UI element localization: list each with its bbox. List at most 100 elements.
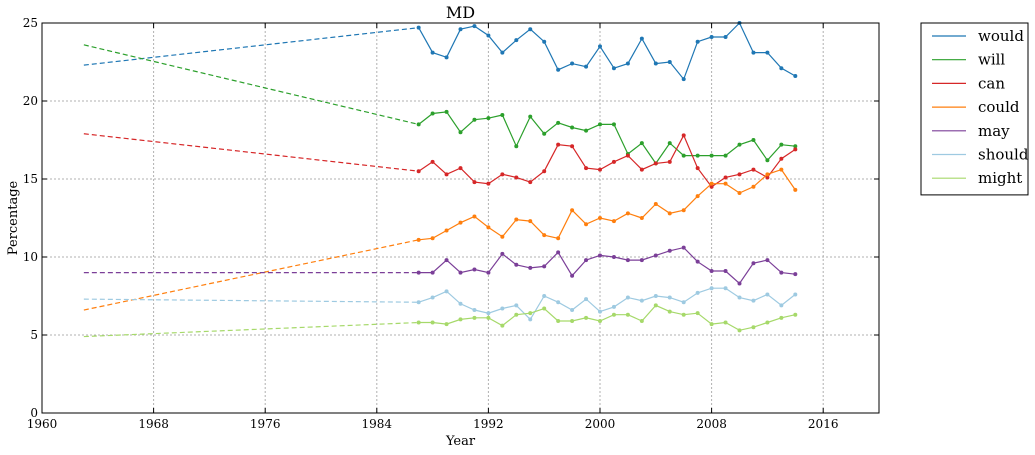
x-tick-label: 1976 xyxy=(250,417,281,431)
data-point xyxy=(444,109,449,114)
data-point xyxy=(542,169,547,174)
data-point xyxy=(458,317,463,322)
data-point xyxy=(695,166,700,171)
data-point xyxy=(779,270,784,275)
data-point xyxy=(751,261,756,266)
data-point xyxy=(570,208,575,213)
data-point xyxy=(639,318,644,323)
data-point xyxy=(709,322,714,327)
data-point xyxy=(528,219,533,224)
data-point xyxy=(570,318,575,323)
data-point xyxy=(709,35,714,40)
data-point xyxy=(681,300,686,305)
data-point xyxy=(458,270,463,275)
x-tick-label: 1992 xyxy=(473,417,504,431)
data-point xyxy=(500,172,505,177)
data-point xyxy=(528,317,533,322)
data-point xyxy=(500,251,505,256)
data-point xyxy=(793,147,798,152)
data-point xyxy=(709,269,714,274)
data-point xyxy=(486,33,491,38)
data-point xyxy=(751,184,756,189)
data-point xyxy=(444,289,449,294)
data-point xyxy=(639,258,644,263)
x-tick-label: 1968 xyxy=(138,417,169,431)
y-tick-label: 20 xyxy=(23,94,38,108)
legend-item: might xyxy=(932,169,1022,187)
legend-box xyxy=(920,22,1029,196)
data-point xyxy=(598,216,602,220)
data-point xyxy=(542,233,547,238)
data-point xyxy=(556,250,561,255)
data-point xyxy=(779,66,784,71)
x-tick-label: 1984 xyxy=(362,417,393,431)
y-tick-label: 25 xyxy=(23,16,38,30)
data-point xyxy=(528,265,533,270)
data-point xyxy=(472,308,477,313)
data-point xyxy=(458,27,463,32)
data-point xyxy=(723,35,728,40)
data-point xyxy=(681,312,686,317)
chart-title: MD xyxy=(446,3,475,22)
data-point xyxy=(556,67,561,72)
data-point xyxy=(500,50,505,55)
data-point xyxy=(667,248,672,253)
data-point xyxy=(723,153,728,158)
data-point xyxy=(486,225,491,230)
data-point xyxy=(765,320,770,325)
data-point xyxy=(667,211,672,216)
legend-label: can xyxy=(978,74,1005,92)
series-could-extrapolation xyxy=(83,239,419,311)
data-point xyxy=(598,309,602,314)
y-tick-label: 15 xyxy=(23,172,38,186)
legend-label: may xyxy=(978,122,1010,140)
series-might-extrapolation xyxy=(83,321,419,338)
data-point xyxy=(639,36,644,41)
data-point xyxy=(625,61,630,66)
data-point xyxy=(444,55,449,60)
data-point xyxy=(514,262,519,267)
data-point xyxy=(765,172,770,177)
data-point xyxy=(584,258,589,263)
data-point xyxy=(667,159,672,164)
data-point xyxy=(444,172,449,177)
data-point xyxy=(472,267,477,272)
data-point xyxy=(611,159,616,164)
data-point xyxy=(695,153,700,158)
data-point xyxy=(458,130,463,135)
data-point xyxy=(584,222,589,227)
x-axis-label: Year xyxy=(445,434,476,449)
data-point xyxy=(709,184,714,189)
series-can xyxy=(83,133,798,189)
data-point xyxy=(779,303,784,308)
data-point xyxy=(556,142,561,147)
series-can-extrapolation xyxy=(83,133,419,172)
data-point xyxy=(486,270,491,275)
data-point xyxy=(723,175,728,180)
data-point xyxy=(737,142,742,147)
data-point xyxy=(416,320,421,325)
data-point xyxy=(625,312,630,317)
legend-item: could xyxy=(932,98,1020,116)
data-point xyxy=(737,281,742,286)
data-point xyxy=(639,167,644,172)
legend-label: could xyxy=(978,98,1020,116)
data-point xyxy=(653,201,658,206)
data-point xyxy=(486,116,491,121)
data-point xyxy=(500,234,505,239)
data-point xyxy=(737,295,742,300)
legend-item: would xyxy=(932,27,1024,45)
data-point xyxy=(570,125,575,130)
data-point xyxy=(765,258,770,263)
data-point xyxy=(723,320,728,325)
legend-label: should xyxy=(978,146,1029,164)
data-point xyxy=(430,236,435,241)
data-point xyxy=(514,312,519,317)
series-may xyxy=(83,245,798,286)
series-might-line xyxy=(418,304,796,331)
data-point xyxy=(793,187,798,192)
data-point xyxy=(653,161,658,166)
data-point xyxy=(416,270,421,275)
legend-item: can xyxy=(932,74,1005,92)
legend-label: will xyxy=(978,51,1005,69)
